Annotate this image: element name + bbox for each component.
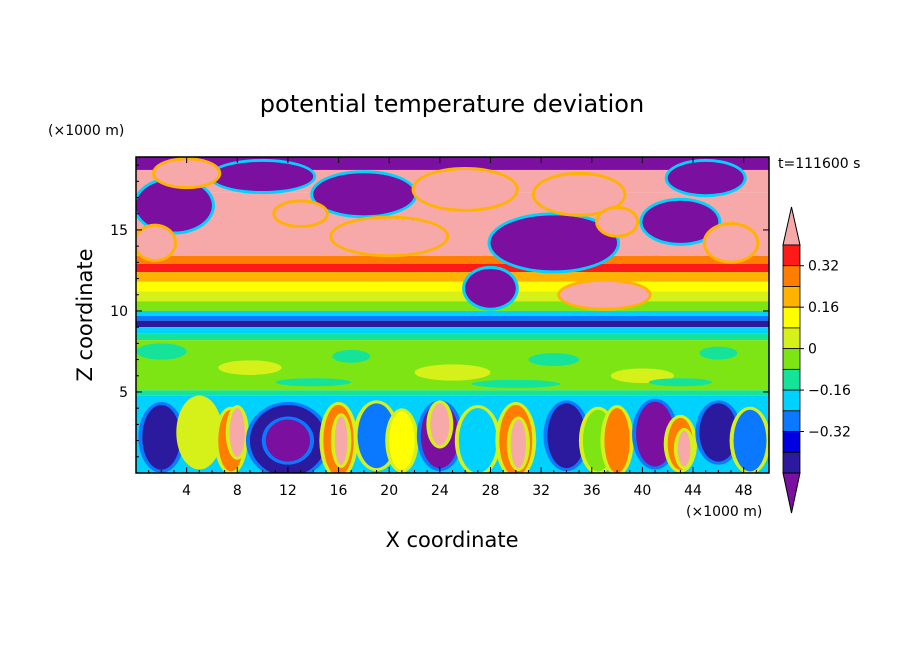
x-tick-label: 48 (735, 483, 753, 499)
field-patch (332, 218, 447, 255)
field-patch (560, 281, 649, 308)
contour-field (136, 157, 769, 473)
y-tick-label: 10 (110, 304, 128, 320)
field-patch (136, 343, 187, 360)
field-patch (275, 202, 326, 226)
field-cell (389, 411, 415, 470)
field-band (136, 272, 769, 282)
colorbar: 0.32 0.16 0 −0.16 −0.32 (782, 206, 851, 514)
field-patch (414, 169, 516, 209)
field-patch (528, 353, 580, 367)
field-patch (471, 379, 561, 388)
field-patch (465, 268, 516, 308)
colorbar-box (782, 244, 801, 267)
colorbar-box (782, 348, 801, 370)
x-unit-label: (×1000 m) (686, 504, 762, 520)
chart-title: potential temperature deviation (260, 90, 644, 118)
field-cell (604, 408, 630, 473)
field-patch (642, 200, 719, 243)
x-tick-label: 16 (330, 483, 348, 499)
field-cell (547, 403, 586, 469)
field-band (136, 263, 769, 273)
x-axis-title: X coordinate (385, 528, 518, 552)
field-cell (229, 408, 245, 457)
field-band (136, 333, 769, 341)
colorbar-label: 0 (808, 342, 817, 358)
field-band (136, 390, 769, 396)
field-patch (136, 226, 174, 260)
field-patch (211, 161, 314, 192)
colorbar-label: −0.32 (808, 425, 851, 441)
field-cell (733, 409, 767, 472)
field-band (136, 281, 769, 292)
field-cell (430, 403, 450, 446)
field-cell (458, 408, 497, 473)
field-cell (357, 403, 396, 469)
colorbar-box (782, 410, 801, 432)
field-patch (667, 161, 744, 195)
field-patch (275, 378, 352, 387)
x-tick-label: 36 (583, 483, 601, 499)
time-label: t=111600 s (778, 156, 860, 172)
y-axis: 5 10 15 (110, 164, 769, 458)
x-tick-label: 44 (684, 483, 702, 499)
colorbar-box (782, 327, 801, 350)
field-band (136, 315, 769, 321)
field-cell (265, 419, 311, 462)
x-axis: 4 8 12 16 20 24 28 32 36 40 44 48 (148, 157, 757, 499)
colorbar-label: 0.32 (808, 259, 839, 275)
y-axis-title: Z coordinate (73, 248, 97, 381)
field-patch (490, 215, 618, 271)
field-band (136, 310, 769, 316)
colorbar-box (782, 286, 801, 308)
field-patch (414, 364, 491, 381)
colorbar-label: −0.16 (808, 383, 851, 399)
field-patch (648, 378, 713, 387)
field-cell (334, 416, 348, 465)
colorbar-box (782, 389, 801, 412)
y-unit-label: (×1000 m) (48, 123, 124, 139)
field-band (136, 301, 769, 311)
y-tick-label: 15 (110, 223, 128, 239)
x-tick-label: 12 (279, 483, 297, 499)
colorbar-box (782, 431, 801, 453)
field-cell (510, 419, 526, 469)
field-patch (705, 225, 757, 261)
field-patch (218, 360, 282, 375)
field-patch (598, 208, 637, 235)
colorbar-extend-top (782, 206, 801, 246)
x-tick-label: 40 (633, 483, 651, 499)
field-patch (313, 173, 415, 216)
x-tick-label: 4 (182, 483, 191, 499)
field-cell (180, 398, 219, 467)
field-patch (699, 346, 738, 360)
field-patch (332, 349, 371, 363)
field-patch (534, 174, 624, 214)
field-band (136, 327, 769, 334)
field-band (136, 255, 769, 264)
x-tick-label: 24 (431, 483, 449, 499)
colorbar-box (782, 306, 801, 329)
colorbar-box (782, 265, 801, 287)
x-tick-label: 20 (380, 483, 398, 499)
field-cell (699, 403, 738, 462)
colorbar-box (782, 451, 801, 474)
field-patch (136, 179, 212, 232)
x-tick-label: 32 (532, 483, 550, 499)
colorbar-extend-bottom (782, 472, 801, 514)
field-cell (142, 404, 181, 470)
field-patch (154, 160, 219, 187)
colorbar-box (782, 368, 801, 391)
x-tick-label: 8 (233, 483, 242, 499)
field-cell (677, 430, 691, 467)
field-band (136, 291, 769, 302)
y-tick-label: 5 (119, 385, 128, 401)
colorbar-label: 0.16 (808, 300, 839, 316)
field-band (136, 320, 769, 328)
x-tick-label: 28 (482, 483, 500, 499)
